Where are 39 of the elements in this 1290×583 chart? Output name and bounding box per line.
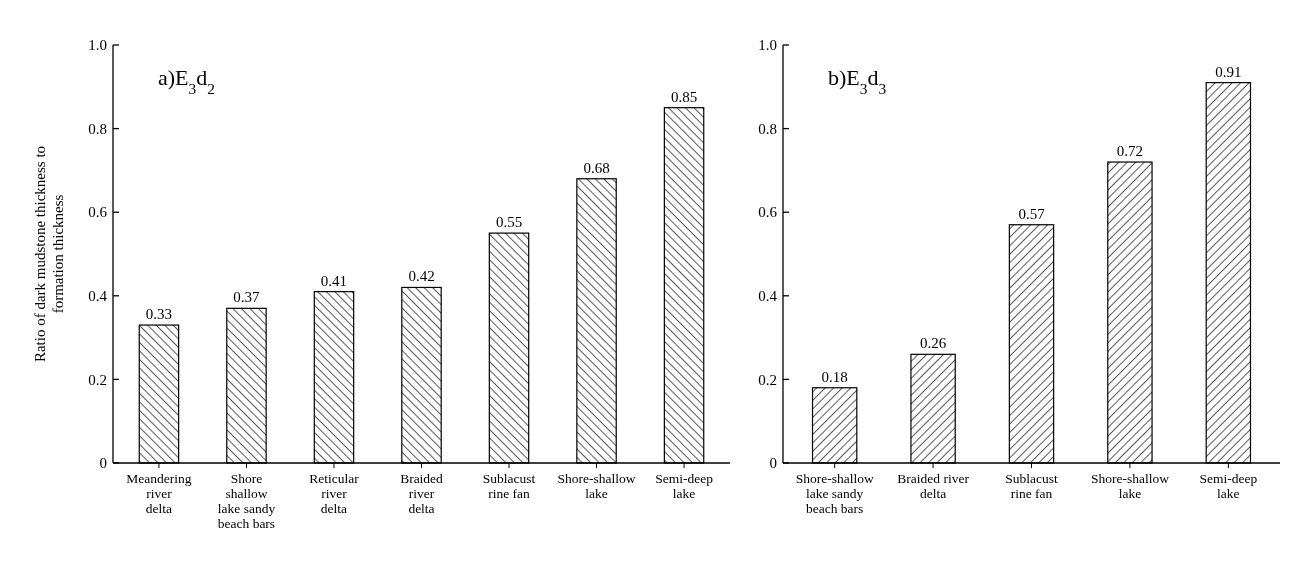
y-tick-label: 1.0: [758, 37, 777, 54]
x-tick-label: Shore shallow lake sandy beach bars: [217, 471, 276, 531]
data-label: 0.18: [821, 368, 848, 385]
y-tick-label: 0.6: [758, 204, 778, 221]
x-tick-label: Braided river delta: [897, 471, 970, 501]
y-tick-label: 0: [99, 455, 107, 472]
x-tick-label: Reticular river delta: [309, 471, 360, 516]
y-axis-title: Ratio of dark mudstone thickness to formation thickness: [32, 145, 66, 363]
text: b)E$_{3}$d$_{3}$: [828, 65, 887, 97]
data-label: 0.33: [145, 306, 173, 323]
y-tick-label: 0.8: [88, 120, 107, 137]
data-label: 0.72: [1116, 143, 1144, 160]
x-tick-label: Braided river delta: [400, 471, 444, 516]
y-tick-label: 0.8: [758, 120, 777, 137]
x-tick-label: Meandering river delta: [126, 471, 192, 516]
data-label: 0.57: [1018, 205, 1046, 222]
y-tick-label: 1.0: [88, 37, 107, 54]
y-tick-label: 0.4: [88, 288, 108, 305]
data-label: 0.42: [408, 268, 435, 285]
data-label: 0.37: [233, 289, 261, 306]
x-tick-label: Shore-shallow lake: [557, 471, 636, 501]
x-tick-label: Shore-shallow lake sandy beach bars: [795, 471, 874, 516]
data-label: 0.55: [495, 214, 523, 231]
x-tick-label: Semi-deep lake: [1199, 471, 1258, 501]
data-label: 0.68: [583, 159, 610, 176]
x-tick-label: Semi-deep lake: [655, 471, 714, 501]
y-tick-label: 0.2: [88, 371, 107, 388]
data-label: 0.26: [919, 335, 947, 352]
text: a)E$_{3}$d$_{2}$: [158, 65, 215, 97]
x-tick-label: Sublacust rine fan: [482, 471, 536, 501]
y-tick-label: 0.6: [88, 204, 108, 221]
data-label: 0.91: [1215, 63, 1242, 80]
y-tick-label: 0: [769, 455, 777, 472]
x-tick-label: Sublacust rine fan: [1005, 471, 1058, 501]
x-tick-label: Shore-shallow lake: [1090, 471, 1170, 501]
data-label: 0.41: [320, 272, 348, 289]
data-label: 0.85: [670, 88, 698, 105]
y-tick-label: 0.2: [758, 371, 777, 388]
y-tick-label: 0.4: [758, 288, 778, 305]
